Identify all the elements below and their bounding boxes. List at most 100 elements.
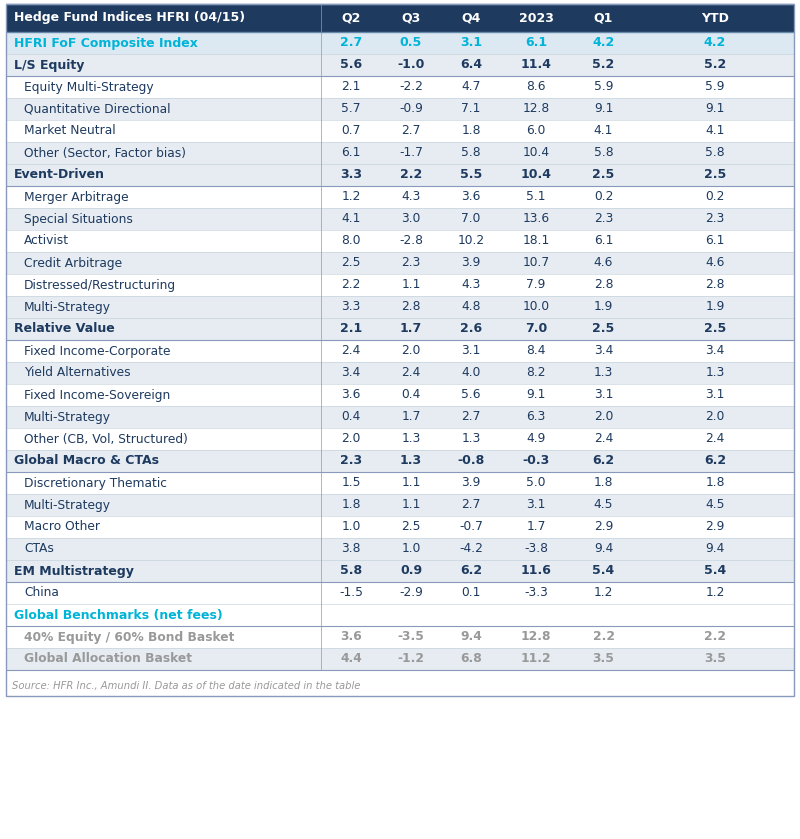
Text: 11.2: 11.2 <box>521 653 551 665</box>
Text: 8.6: 8.6 <box>526 81 546 93</box>
Bar <box>6 318 794 340</box>
Text: 5.2: 5.2 <box>592 59 614 71</box>
Text: 0.1: 0.1 <box>462 586 481 600</box>
Text: 1.0: 1.0 <box>402 543 421 555</box>
Text: 3.6: 3.6 <box>340 630 362 644</box>
Text: 8.4: 8.4 <box>526 345 546 357</box>
Text: 7.0: 7.0 <box>525 322 547 336</box>
Text: 4.6: 4.6 <box>706 257 725 269</box>
Text: Equity Multi-Strategy: Equity Multi-Strategy <box>24 81 154 93</box>
Text: -0.7: -0.7 <box>459 520 483 534</box>
Text: Multi-Strategy: Multi-Strategy <box>24 498 111 512</box>
Text: 3.4: 3.4 <box>706 345 725 357</box>
Text: Other (Sector, Factor bias): Other (Sector, Factor bias) <box>24 147 186 159</box>
Text: Macro Other: Macro Other <box>24 520 100 534</box>
Text: 2.2: 2.2 <box>704 630 726 644</box>
Text: 3.5: 3.5 <box>593 653 614 665</box>
Text: 3.3: 3.3 <box>340 169 362 181</box>
Text: -2.2: -2.2 <box>399 81 423 93</box>
Text: 9.1: 9.1 <box>706 102 725 116</box>
Text: -1.2: -1.2 <box>398 653 425 665</box>
Text: 8.0: 8.0 <box>342 234 361 248</box>
Text: 1.8: 1.8 <box>706 477 725 489</box>
Bar <box>6 54 794 76</box>
Text: 11.6: 11.6 <box>521 565 551 577</box>
Text: -4.2: -4.2 <box>459 543 483 555</box>
Text: -0.8: -0.8 <box>458 455 485 467</box>
Text: Credit Arbitrage: Credit Arbitrage <box>24 257 122 269</box>
Text: 9.4: 9.4 <box>460 630 482 644</box>
Text: 4.9: 4.9 <box>526 432 546 446</box>
Text: 3.1: 3.1 <box>462 345 481 357</box>
Bar <box>6 296 794 318</box>
Bar <box>6 582 794 604</box>
Text: 6.1: 6.1 <box>342 147 361 159</box>
Text: 4.4: 4.4 <box>340 653 362 665</box>
Bar <box>6 230 794 252</box>
Text: 2023: 2023 <box>518 12 554 24</box>
Text: 3.9: 3.9 <box>462 257 481 269</box>
Text: 3.8: 3.8 <box>342 543 361 555</box>
Text: 3.1: 3.1 <box>594 388 613 402</box>
Text: 4.3: 4.3 <box>402 190 421 204</box>
Text: 3.3: 3.3 <box>342 300 361 314</box>
Text: 0.5: 0.5 <box>400 37 422 50</box>
Bar <box>6 164 794 186</box>
Bar <box>6 604 794 626</box>
Text: 5.7: 5.7 <box>342 102 361 116</box>
Text: 1.9: 1.9 <box>706 300 725 314</box>
Text: 0.4: 0.4 <box>402 388 421 402</box>
Text: 5.9: 5.9 <box>594 81 614 93</box>
Bar <box>6 4 794 32</box>
Text: 0.9: 0.9 <box>400 565 422 577</box>
Text: 2.4: 2.4 <box>706 432 725 446</box>
Text: 1.3: 1.3 <box>594 367 613 379</box>
Text: Hedge Fund Indices HFRI (04/15): Hedge Fund Indices HFRI (04/15) <box>14 12 245 24</box>
Text: 2.5: 2.5 <box>402 520 421 534</box>
Bar <box>6 472 794 494</box>
Text: 5.2: 5.2 <box>704 59 726 71</box>
Bar <box>6 384 794 406</box>
Text: 10.4: 10.4 <box>521 169 551 181</box>
Text: Event-Driven: Event-Driven <box>14 169 105 181</box>
Text: 7.1: 7.1 <box>462 102 481 116</box>
Text: EM Multistrategy: EM Multistrategy <box>14 565 134 577</box>
Text: Market Neutral: Market Neutral <box>24 124 116 138</box>
Text: 6.1: 6.1 <box>525 37 547 50</box>
Text: 2.7: 2.7 <box>462 498 481 512</box>
Text: 5.9: 5.9 <box>706 81 725 93</box>
Text: Fixed Income-Corporate: Fixed Income-Corporate <box>24 345 170 357</box>
Text: 1.1: 1.1 <box>402 477 421 489</box>
Text: 2.4: 2.4 <box>594 432 613 446</box>
Bar <box>6 626 794 648</box>
Text: 2.4: 2.4 <box>402 367 421 379</box>
Text: 1.2: 1.2 <box>706 586 725 600</box>
Text: 5.1: 5.1 <box>526 190 546 204</box>
Text: 11.4: 11.4 <box>521 59 551 71</box>
Text: 4.2: 4.2 <box>704 37 726 50</box>
Text: 5.8: 5.8 <box>705 147 725 159</box>
Text: 12.8: 12.8 <box>521 630 551 644</box>
Bar <box>6 274 794 296</box>
Text: 1.0: 1.0 <box>342 520 361 534</box>
Text: -1.7: -1.7 <box>399 147 423 159</box>
Text: 10.2: 10.2 <box>458 234 485 248</box>
Text: 4.5: 4.5 <box>594 498 614 512</box>
Text: 13.6: 13.6 <box>522 212 550 226</box>
Text: 5.8: 5.8 <box>461 147 481 159</box>
Text: -3.3: -3.3 <box>524 586 548 600</box>
Text: 5.4: 5.4 <box>592 565 614 577</box>
Text: 4.3: 4.3 <box>462 279 481 291</box>
Text: 4.1: 4.1 <box>594 124 613 138</box>
Text: 4.1: 4.1 <box>342 212 361 226</box>
Text: Relative Value: Relative Value <box>14 322 114 336</box>
Text: 1.8: 1.8 <box>462 124 481 138</box>
Text: Q3: Q3 <box>402 12 421 24</box>
Text: 2.5: 2.5 <box>342 257 361 269</box>
Text: 3.4: 3.4 <box>342 367 361 379</box>
Text: 6.4: 6.4 <box>460 59 482 71</box>
Text: 1.9: 1.9 <box>594 300 613 314</box>
Text: Quantitative Directional: Quantitative Directional <box>24 102 170 116</box>
Text: Global Benchmarks (net fees): Global Benchmarks (net fees) <box>14 608 222 622</box>
Text: HFRI FoF Composite Index: HFRI FoF Composite Index <box>14 37 198 50</box>
